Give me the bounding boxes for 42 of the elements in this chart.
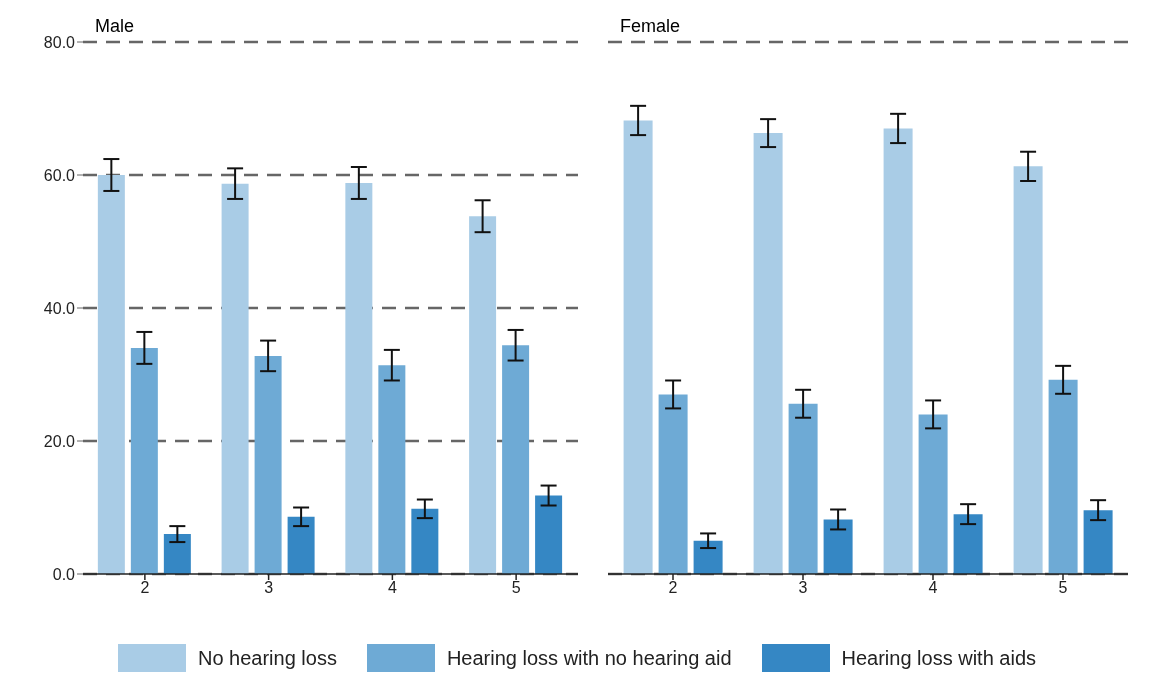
bar (658, 394, 688, 574)
y-tick-label: 0.0 (52, 565, 76, 583)
bar (287, 516, 315, 574)
x-tick-label: 3 (264, 579, 274, 597)
bar (918, 414, 948, 574)
x-tick-label: 3 (798, 579, 808, 597)
chart-title: Female (620, 16, 681, 37)
legend-label: Hearing loss with no hearing aid (446, 646, 732, 670)
chart-title: Male (95, 16, 135, 37)
bar (130, 347, 158, 574)
legend-label: Hearing loss with aids (841, 646, 1037, 670)
x-tick-label: 2 (140, 579, 150, 597)
bar (345, 182, 373, 574)
y-tick-label: 60.0 (43, 166, 76, 184)
x-tick-label: 5 (511, 579, 521, 597)
bar (883, 128, 913, 574)
x-tick-label: 4 (387, 579, 397, 597)
bar (535, 495, 563, 574)
bar (163, 534, 191, 574)
bar (953, 514, 983, 574)
bar (1083, 510, 1113, 574)
y-tick-label: 40.0 (43, 299, 76, 317)
bar (502, 345, 530, 574)
bar (378, 365, 406, 574)
bar (788, 403, 818, 574)
bar (753, 133, 783, 574)
bar (623, 120, 653, 574)
y-tick-label: 80.0 (43, 33, 76, 51)
legend-label: No hearing loss (197, 646, 337, 670)
bar (254, 355, 282, 574)
bar (97, 175, 125, 574)
bar (1048, 379, 1078, 574)
bar (693, 540, 723, 574)
bar (221, 183, 249, 574)
x-tick-label: 2 (668, 579, 678, 597)
bar (823, 519, 853, 574)
bar (469, 216, 497, 574)
x-tick-label: 4 (928, 579, 938, 597)
x-tick-label: 5 (1058, 579, 1068, 597)
bar (411, 508, 439, 574)
bar (1013, 166, 1043, 574)
y-tick-label: 20.0 (43, 432, 76, 450)
